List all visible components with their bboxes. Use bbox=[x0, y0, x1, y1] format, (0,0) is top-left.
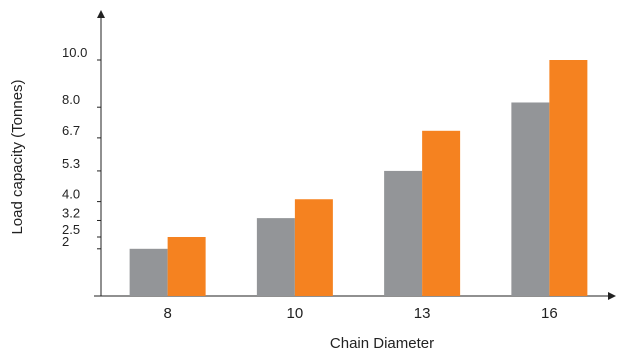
tick-labels: 8 10 13 16 22.5 3.2 4.0 5.3 6.7 8.0 10.0 bbox=[62, 45, 558, 322]
bar-series2-10 bbox=[294, 199, 333, 296]
y-tick-label-8.0: 8.0 bbox=[62, 92, 80, 107]
y-tick-label-5.3: 5.3 bbox=[62, 156, 80, 171]
bar-series1-13 bbox=[384, 170, 423, 296]
y-tick-label-4.0: 4.0 bbox=[62, 187, 80, 202]
y-tick-label-2: 2 bbox=[62, 234, 69, 249]
bar-series1-8 bbox=[129, 248, 168, 296]
x-axis-label: Chain Diameter bbox=[330, 335, 434, 352]
y-tick-label-6.7: 6.7 bbox=[62, 123, 80, 138]
y-tick-label-2.5: 2.5 bbox=[62, 222, 80, 237]
y-tick-label-10.0: 10.0 bbox=[62, 45, 87, 60]
x-tick-label-16: 16 bbox=[541, 305, 558, 322]
bar-series1-16 bbox=[511, 102, 550, 296]
x-tick-label-8: 8 bbox=[163, 305, 171, 322]
x-tick-label-13: 13 bbox=[414, 305, 431, 322]
y-axis-arrow bbox=[97, 10, 105, 18]
x-tick-label-10: 10 bbox=[287, 305, 304, 322]
bars bbox=[129, 60, 588, 296]
y-tick-label-3.2: 3.2 bbox=[62, 205, 80, 220]
y-axis-label: Load capacity (Tonnes) bbox=[9, 79, 26, 234]
x-axis-arrow bbox=[608, 292, 616, 300]
bar-series1-10 bbox=[256, 218, 295, 296]
bar-series2-13 bbox=[422, 130, 461, 296]
bar-series2-8 bbox=[167, 237, 206, 296]
bar-series2-16 bbox=[549, 60, 588, 296]
